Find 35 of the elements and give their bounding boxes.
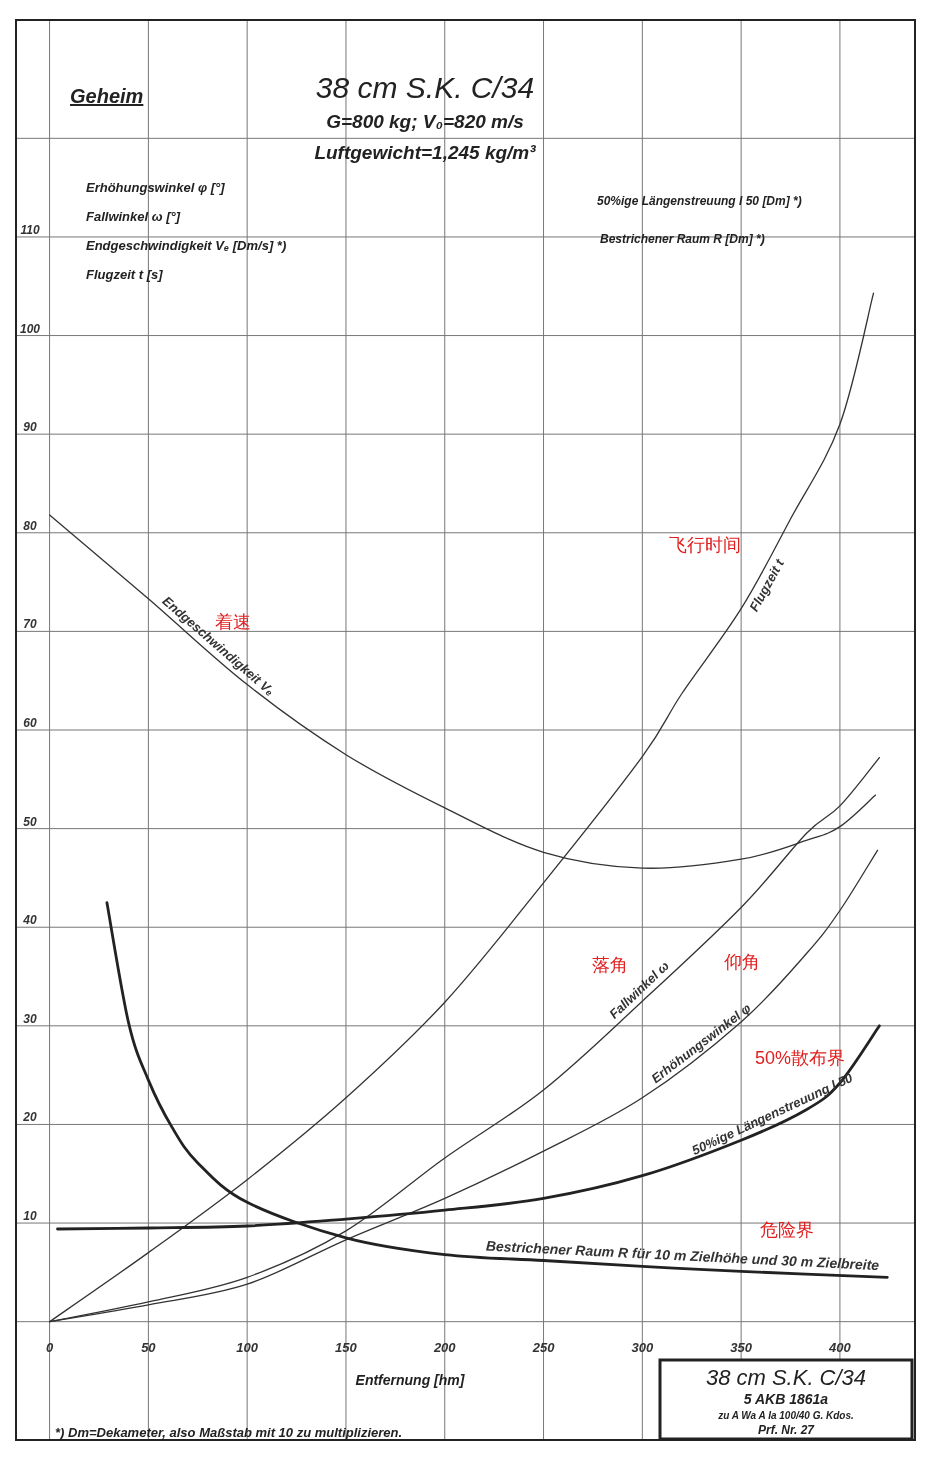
y-tick-label: 20 [22, 1110, 37, 1125]
x-tick-label: 300 [631, 1339, 654, 1355]
y-tick-label: 100 [19, 321, 41, 336]
annotation: 50%ige Längenstreuung l 50 [Dm] *) [597, 194, 802, 208]
annotation: 飞行时间 [669, 535, 741, 555]
annotation: 5 AKB 1861a [743, 1391, 829, 1407]
x-tick-label: 400 [828, 1339, 852, 1355]
x-tick-label: 150 [335, 1339, 358, 1355]
annotation: 50%散布界 [754, 1048, 846, 1068]
annotation: Fallwinkel ω [°] [86, 209, 181, 224]
y-tick-label: 30 [23, 1011, 37, 1026]
y-tick-label: 110 [20, 222, 40, 237]
y-tick-label: 40 [22, 913, 37, 928]
annotation: 仰角 [724, 952, 760, 972]
y-tick-label: 90 [23, 420, 37, 435]
annotation: Erhöhungswinkel φ [°] [86, 180, 226, 195]
x-tick-label: 100 [236, 1339, 259, 1355]
y-tick-label: 70 [23, 617, 37, 632]
annotation: 危险界 [760, 1220, 814, 1240]
x-tick-label: 350 [730, 1339, 753, 1355]
annotation: 38 cm S.K. C/34 [705, 1365, 867, 1390]
y-tick-label: 10 [23, 1209, 37, 1224]
annotation: Flugzeit t [s] [86, 267, 164, 282]
text: G=800 kg; V₀=820 m/s Luftgewicht=1,245 kg/m³ [314, 111, 537, 163]
annotation: Prf. Nr. 27 [757, 1423, 816, 1437]
text: 38 cm S.K. C/34 [315, 71, 535, 104]
annotation: zu A Wa A Ia 100/40 G. Kdos. [717, 1410, 854, 1421]
annotation: Bestrichener Raum R [Dm] *) [600, 232, 765, 246]
x-tick-label: 200 [432, 1339, 457, 1355]
y-tick-label: 50 [23, 814, 37, 829]
annotation: Endgeschwindigkeit Vₑ [Dm/s] *) [86, 238, 287, 253]
x-axis-title: Entfernung [hm] [355, 1372, 466, 1388]
y-tick-label: 60 [23, 716, 37, 730]
y-tick-label: 80 [23, 518, 37, 533]
annotation: Geheim [70, 85, 144, 107]
